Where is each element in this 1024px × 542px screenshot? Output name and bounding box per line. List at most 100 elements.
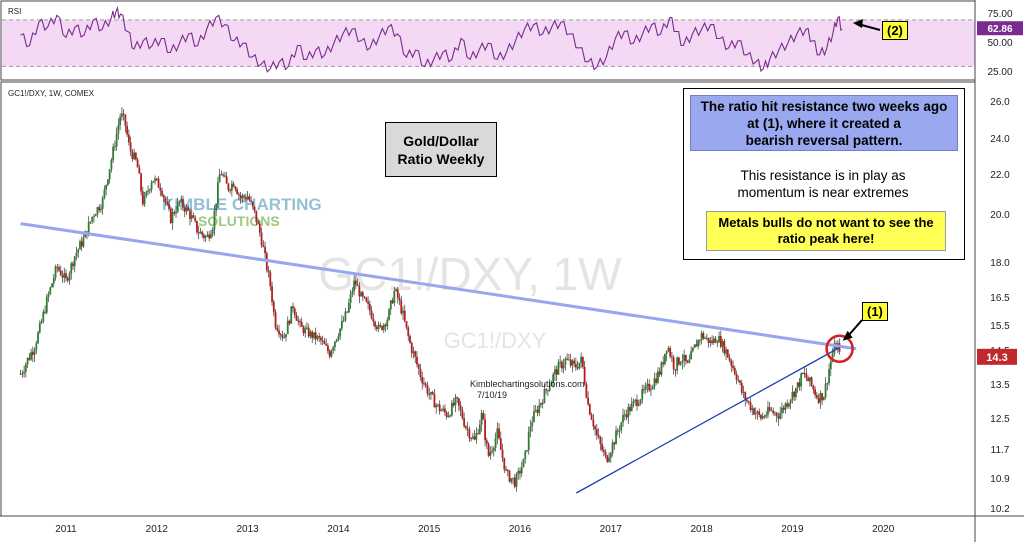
candle-body: [660, 362, 663, 375]
candle-body: [110, 160, 113, 170]
candle-body: [208, 234, 211, 239]
candle-body: [73, 256, 76, 267]
candle-body: [794, 387, 797, 397]
note-bulls-line-2: ratio peak here!: [777, 231, 875, 246]
candle-body: [225, 176, 228, 184]
candle-body: [679, 362, 682, 365]
candle-body: [377, 324, 380, 329]
candle-body: [306, 327, 308, 329]
candle-body: [655, 378, 658, 383]
candle-body: [248, 196, 251, 201]
candle-body: [234, 186, 237, 190]
candle-body: [829, 361, 832, 370]
candle-body: [457, 398, 460, 406]
candle-body: [716, 342, 719, 344]
watermark-small: GC1!/DXY: [444, 328, 547, 353]
candle-body: [318, 336, 321, 338]
candle-body: [587, 397, 589, 405]
candle-body: [498, 428, 500, 439]
candle-body: [82, 237, 85, 247]
candle-body: [180, 199, 183, 202]
candle-body: [346, 311, 349, 313]
candle-body: [126, 125, 129, 135]
candle-body: [187, 207, 190, 211]
candle-body: [152, 180, 155, 183]
candle-body: [601, 443, 603, 451]
candle-body: [800, 373, 803, 387]
candle-body: [204, 236, 207, 238]
candle-body: [255, 210, 258, 223]
candle-body: [222, 174, 225, 176]
candle-body: [63, 273, 66, 278]
candle-body: [756, 411, 759, 414]
candle-body: [686, 361, 689, 363]
price-tick-label: 12.5: [990, 414, 1010, 425]
candle-body: [28, 357, 31, 360]
candle-body: [510, 478, 513, 482]
candle-body: [215, 203, 218, 211]
candle-body: [739, 380, 741, 383]
candle-body: [639, 399, 642, 404]
candle-body: [115, 133, 118, 147]
candle-body: [459, 405, 462, 411]
candle-body: [278, 330, 280, 335]
candle-body: [138, 167, 141, 174]
candle-body: [75, 252, 78, 257]
candle-body: [709, 340, 712, 343]
candle-body: [169, 208, 172, 223]
candle-body: [733, 367, 736, 375]
candle-body: [452, 402, 455, 406]
candle-body: [107, 179, 109, 185]
candle-body: [300, 322, 303, 327]
candle-body: [381, 326, 383, 330]
candle-body: [445, 412, 448, 417]
candle-body: [297, 320, 300, 322]
price-tick-label: 24.0: [990, 134, 1010, 145]
candle-body: [325, 344, 328, 346]
chart-title-box: Gold/Dollar Ratio Weekly: [385, 122, 497, 177]
candle-body: [566, 358, 569, 360]
candle-body: [194, 217, 197, 222]
candle-body: [691, 347, 694, 352]
candle-body: [793, 391, 796, 397]
candle-body: [604, 451, 607, 456]
candle-body: [810, 377, 813, 386]
candle-body: [166, 201, 169, 204]
candle-body: [801, 373, 804, 375]
candle-body: [695, 344, 698, 347]
candle-body: [478, 424, 481, 434]
candle-body: [595, 429, 598, 435]
candle-body: [506, 470, 509, 472]
candle-body: [211, 229, 214, 235]
candle-body: [157, 178, 160, 188]
candle-body: [61, 275, 64, 278]
candle-body: [257, 222, 259, 224]
candle-body: [630, 403, 633, 412]
candle-body: [56, 266, 59, 268]
candle-body: [529, 426, 532, 432]
candle-body: [662, 362, 665, 365]
candle-body: [276, 327, 279, 331]
candle-body: [129, 142, 132, 152]
candle-body: [185, 207, 188, 212]
candle-body: [183, 207, 186, 212]
candle-body: [574, 363, 577, 368]
candle-body: [719, 335, 722, 347]
candle-body: [320, 337, 322, 341]
candle-body: [484, 419, 486, 441]
price-tick-label: 11.7: [991, 445, 1010, 456]
candle-body: [557, 362, 560, 375]
candle-body: [330, 350, 333, 357]
candle-body: [742, 392, 745, 394]
candle-body: [192, 215, 195, 218]
candle-body: [763, 416, 766, 418]
candle-body: [442, 408, 445, 411]
callout-1: (1): [862, 302, 888, 321]
price-tick-label: 16.5: [990, 293, 1010, 304]
price-tick-label: 18.0: [990, 258, 1010, 269]
candle-body: [669, 348, 672, 357]
candle-body: [641, 389, 644, 400]
candle-body: [108, 169, 111, 180]
candle-body: [555, 369, 558, 375]
candle-body: [522, 458, 525, 468]
